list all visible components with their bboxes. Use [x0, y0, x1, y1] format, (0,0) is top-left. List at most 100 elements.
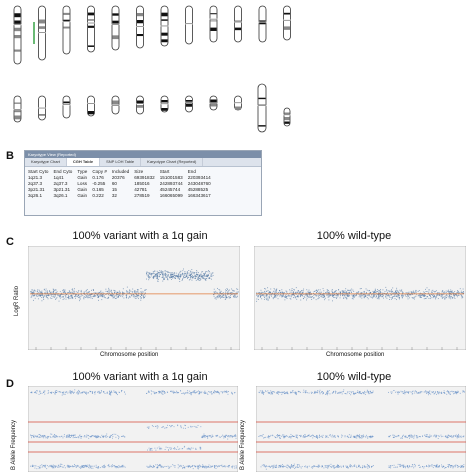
panel-label-c: C [6, 236, 14, 248]
panel-c-left-xlabel: Chromosome position [100, 352, 159, 358]
table-cell: 42781 [134, 187, 148, 192]
column-header[interactable]: End [187, 169, 196, 174]
table-cell: 278519 [134, 193, 150, 198]
table-cell: -0.255 [92, 181, 106, 186]
panel-c-ylabel: LogR Ratio [14, 285, 20, 316]
karyotype-table-window: Karyotype View (Reported) Karyotype Char… [24, 150, 262, 216]
panel-c-right-xlabel: Chromosome position [326, 352, 385, 358]
tab-snp-loh-table[interactable]: SNP LOH Table [100, 158, 142, 166]
table-row[interactable]: 2q37.3 2q37.3 Loss -0.255 60 185016 242893744 2… [27, 181, 215, 187]
chromosome [136, 5, 144, 49]
table-cell: 243048760 [187, 181, 211, 186]
chromosome [258, 5, 267, 43]
column-header[interactable]: Included [111, 169, 130, 174]
table-row[interactable]: 3p21.31 3p21.31 Gain 0.165 15 42781 45245744 45… [27, 187, 215, 193]
table-cell: 45288525 [187, 187, 209, 192]
table-cell: 45245744 [159, 187, 181, 192]
chromosome [62, 5, 71, 55]
chromosome [234, 95, 242, 111]
column-header[interactable]: Type [77, 169, 88, 174]
column-header[interactable]: Size [134, 169, 144, 174]
table-cell: 242893744 [159, 181, 183, 186]
plot-frame [28, 386, 238, 472]
tab-karyotype-chart[interactable]: Karyotype Chart [25, 158, 67, 166]
chromosome [87, 95, 95, 117]
table-row[interactable]: 3q26.1 3q26.1 Gain 0.222 32 278519 166065099 16… [27, 193, 215, 199]
table-cell: 0.222 [92, 193, 104, 198]
table-cell: 60 [111, 181, 117, 186]
tab-strip: Karyotype Chart CGH Table SNP LOH Table Kar… [25, 158, 261, 167]
plot-frame [254, 246, 466, 350]
chromosome [283, 107, 291, 127]
table-cell: 3q26.1 [28, 193, 43, 198]
karyotype-ideogram [13, 5, 291, 133]
chromosome [160, 95, 169, 113]
plot-frame [28, 246, 240, 350]
panel-c-right-title: 100% wild-type [316, 230, 392, 242]
column-header[interactable]: Start [159, 169, 170, 174]
chromosome [257, 83, 267, 133]
chromosome [13, 5, 22, 65]
chromosome [38, 95, 46, 121]
panel-d-left-title: 100% variant with a 1q gain [72, 371, 208, 383]
chromosome [185, 5, 193, 45]
logr-points [256, 286, 465, 302]
logr-points [30, 268, 239, 302]
chromosome [111, 95, 120, 115]
plot-frame [256, 386, 466, 472]
chromosome [283, 5, 291, 41]
panel-d-right-title: 100% wild-type [316, 371, 392, 383]
table-cell: Gain [77, 187, 88, 192]
table-cell: 32 [111, 193, 117, 198]
table-cell: 2q37.3 [53, 181, 68, 186]
chromosome [234, 5, 242, 43]
table-row[interactable]: 1q21.3 1q41 Gain 0.176 20376 69391832 15100158… [27, 175, 215, 181]
table-cell: 3p21.31 [28, 187, 45, 192]
panel-c-right-plot [254, 246, 466, 350]
table-cell: 15 [111, 187, 117, 192]
chromosome [209, 5, 218, 43]
column-header[interactable]: Start Cyto [28, 169, 49, 174]
column-header[interactable]: Copy # [92, 169, 107, 174]
table-header-row: Start Cyto End Cyto Type Copy # Included Size… [27, 169, 215, 175]
table-cell: 151001583 [159, 175, 183, 180]
table-cell: 166065099 [159, 193, 183, 198]
table-cell: 2q37.3 [28, 181, 43, 186]
table-cell: Loss [77, 181, 88, 186]
table-cell: 69391832 [134, 175, 155, 180]
panel-d-left-plot [28, 386, 238, 472]
tab-karyotype-chart-reported[interactable]: Karyotype Chart (Reported) [141, 158, 204, 166]
table-cell: Gain [77, 175, 88, 180]
baf-points [30, 389, 237, 470]
table-cell: 0.165 [92, 187, 104, 192]
table-cell: 20376 [111, 175, 125, 180]
column-header[interactable]: End Cyto [53, 169, 73, 174]
table-cell: 3p21.31 [53, 187, 71, 192]
cgh-table: Start Cyto End Cyto Type Copy # Included Size… [27, 169, 215, 199]
table-cell: 185016 [134, 181, 150, 186]
chromosome [38, 5, 46, 61]
panel-label-d: D [6, 378, 14, 390]
panel-d-ylabel-left: B Allele Frequency [11, 419, 17, 470]
table-cell: 0.176 [92, 175, 104, 180]
chromosome [87, 5, 95, 53]
table-cell: 3q26.1 [53, 193, 68, 198]
chromosome [209, 95, 218, 111]
chromosome [111, 5, 120, 51]
chromosome [185, 95, 193, 113]
panel-d-ylabel-right: B Allele Frequency [240, 419, 246, 470]
baf-points [258, 389, 465, 470]
table-cell: 220393414 [187, 175, 211, 180]
window-title: Karyotype View (Reported) [25, 151, 261, 158]
chromosome [13, 95, 22, 123]
tab-cgh-table[interactable]: CGH Table [66, 158, 101, 166]
chromosome [160, 5, 169, 47]
table-cell: 1q21.3 [28, 175, 43, 180]
panel-label-b: B [6, 150, 14, 162]
chromosome [62, 95, 71, 119]
panel-d-right-plot [256, 386, 466, 472]
table-cell: 166343617 [187, 193, 211, 198]
table-cell: 1q41 [53, 175, 64, 180]
panel-c-left-title: 100% variant with a 1q gain [72, 230, 208, 242]
table-cell: Gain [77, 193, 88, 198]
